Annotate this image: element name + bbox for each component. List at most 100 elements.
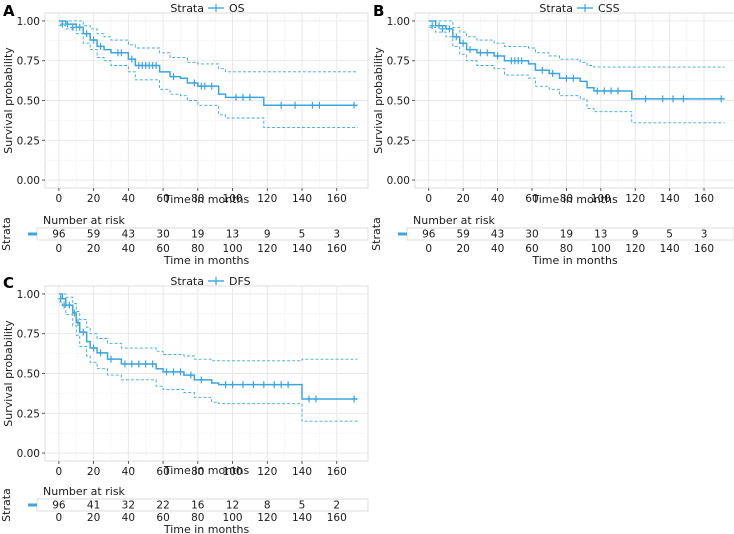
risk-x-tick-label: 120 xyxy=(257,243,277,255)
x-tick-label: 40 xyxy=(122,193,135,205)
risk-x-tick-label: 60 xyxy=(156,512,169,524)
x-axis-title: Time in months xyxy=(163,193,250,206)
risk-x-tick-label: 0 xyxy=(56,243,63,255)
x-tick-label: 20 xyxy=(87,466,100,478)
risk-strata-swatch xyxy=(28,232,37,236)
chart-panel-a: A Strata OS 0 20 40 60 80 100 120 140 160 0.00 0.25 0.… xyxy=(0,2,369,267)
risk-count: 30 xyxy=(525,229,538,241)
risk-count: 8 xyxy=(264,500,271,512)
risk-x-tick-label: 0 xyxy=(56,512,63,524)
x-axis-title: Time in months xyxy=(531,193,618,206)
risk-count: 96 xyxy=(52,500,66,512)
risk-x-axis-title: Time in months xyxy=(163,254,250,267)
y-tick-label: 0.25 xyxy=(17,408,40,420)
y-tick-label: 0.00 xyxy=(17,448,40,460)
risk-x-tick-label: 60 xyxy=(156,243,169,255)
grid xyxy=(415,13,734,188)
risk-x-tick-label: 160 xyxy=(327,512,347,524)
risk-count: 43 xyxy=(122,229,135,241)
y-tick-label: 0.50 xyxy=(387,96,410,108)
risk-count: 22 xyxy=(156,500,169,512)
risk-count: 30 xyxy=(156,229,169,241)
axes: 0 20 40 60 80 100 120 140 160 0.00 0.25 0.50 0.75 1.0… xyxy=(2,16,347,206)
risk-x-tick-label: 0 xyxy=(425,243,432,255)
x-tick-label: 0 xyxy=(56,466,63,478)
risk-count: 32 xyxy=(122,500,135,512)
risk-table-title: Number at risk xyxy=(43,214,126,227)
y-tick-label: 1.00 xyxy=(387,16,410,28)
x-tick-label: 80 xyxy=(560,193,573,205)
legend-title: Strata xyxy=(170,2,204,15)
risk-count: 5 xyxy=(299,500,306,512)
series-dfs xyxy=(58,293,358,422)
risk-count: 12 xyxy=(226,500,239,512)
legend-title: Strata xyxy=(539,2,573,15)
axes: 0 20 40 60 80 100 120 140 160 0.00 0.25 0.50 0.75 1.0… xyxy=(372,16,714,206)
risk-x-tick-label: 40 xyxy=(122,243,135,255)
y-tick-label: 0.00 xyxy=(387,175,410,187)
y-tick-label: 0.75 xyxy=(17,329,40,341)
risk-x-tick-label: 20 xyxy=(87,243,100,255)
risk-x-tick-label: 100 xyxy=(223,512,243,524)
risk-strata-swatch xyxy=(28,503,37,507)
series-css xyxy=(428,20,725,124)
x-tick-label: 140 xyxy=(660,193,680,205)
x-tick-label: 0 xyxy=(425,193,432,205)
y-tick-label: 1.00 xyxy=(17,289,40,301)
survival-curve xyxy=(58,293,358,400)
x-tick-label: 40 xyxy=(122,466,135,478)
risk-strata-label: Strata xyxy=(0,488,13,522)
x-tick-label: 0 xyxy=(56,193,63,205)
grid xyxy=(45,286,368,461)
risk-count: 9 xyxy=(632,229,639,241)
x-tick-label: 140 xyxy=(292,466,312,478)
risk-x-axis-title: Time in months xyxy=(531,254,618,267)
risk-count: 13 xyxy=(594,229,607,241)
risk-count: 9 xyxy=(264,229,271,241)
x-tick-label: 160 xyxy=(327,193,347,205)
survival-curve xyxy=(58,20,358,107)
y-tick-label: 1.00 xyxy=(17,16,40,28)
ci-upper-line xyxy=(58,293,358,362)
risk-x-tick-label: 160 xyxy=(327,243,347,255)
x-tick-label: 60 xyxy=(525,193,538,205)
risk-table-title: Number at risk xyxy=(43,485,126,498)
risk-x-tick-label: 80 xyxy=(560,243,573,255)
legend: Strata OS xyxy=(170,2,244,15)
risk-count: 2 xyxy=(333,500,340,512)
risk-count: 16 xyxy=(191,500,205,512)
risk-x-tick-label: 20 xyxy=(456,243,469,255)
risk-x-tick-label: 40 xyxy=(491,243,504,255)
y-tick-label: 0.00 xyxy=(17,175,40,187)
legend-label: OS xyxy=(229,2,245,15)
risk-strata-label: Strata xyxy=(0,217,13,251)
risk-count: 59 xyxy=(87,229,100,241)
risk-count: 19 xyxy=(560,229,573,241)
risk-count: 19 xyxy=(191,229,204,241)
x-tick-label: 40 xyxy=(491,193,504,205)
risk-count: 41 xyxy=(87,500,100,512)
y-tick-label: 0.25 xyxy=(17,135,40,147)
x-tick-label: 80 xyxy=(191,193,204,205)
x-tick-label: 100 xyxy=(223,466,243,478)
legend-label: DFS xyxy=(229,275,251,288)
risk-x-tick-label: 60 xyxy=(525,243,538,255)
risk-x-tick-label: 80 xyxy=(191,512,204,524)
legend: Strata CSS xyxy=(539,2,619,15)
x-tick-label: 60 xyxy=(156,193,169,205)
legend-label: CSS xyxy=(598,2,620,15)
panel-letter: A xyxy=(3,2,15,20)
risk-x-tick-label: 40 xyxy=(122,512,135,524)
legend: Strata DFS xyxy=(170,275,250,288)
x-tick-label: 160 xyxy=(694,193,714,205)
risk-count: 43 xyxy=(491,229,504,241)
x-axis-title: Time in months xyxy=(163,464,250,477)
risk-x-axis-title: Time in months xyxy=(163,523,250,534)
risk-count: 96 xyxy=(52,229,66,241)
risk-strata-swatch xyxy=(398,232,407,236)
risk-strata-label: Strata xyxy=(370,217,383,251)
